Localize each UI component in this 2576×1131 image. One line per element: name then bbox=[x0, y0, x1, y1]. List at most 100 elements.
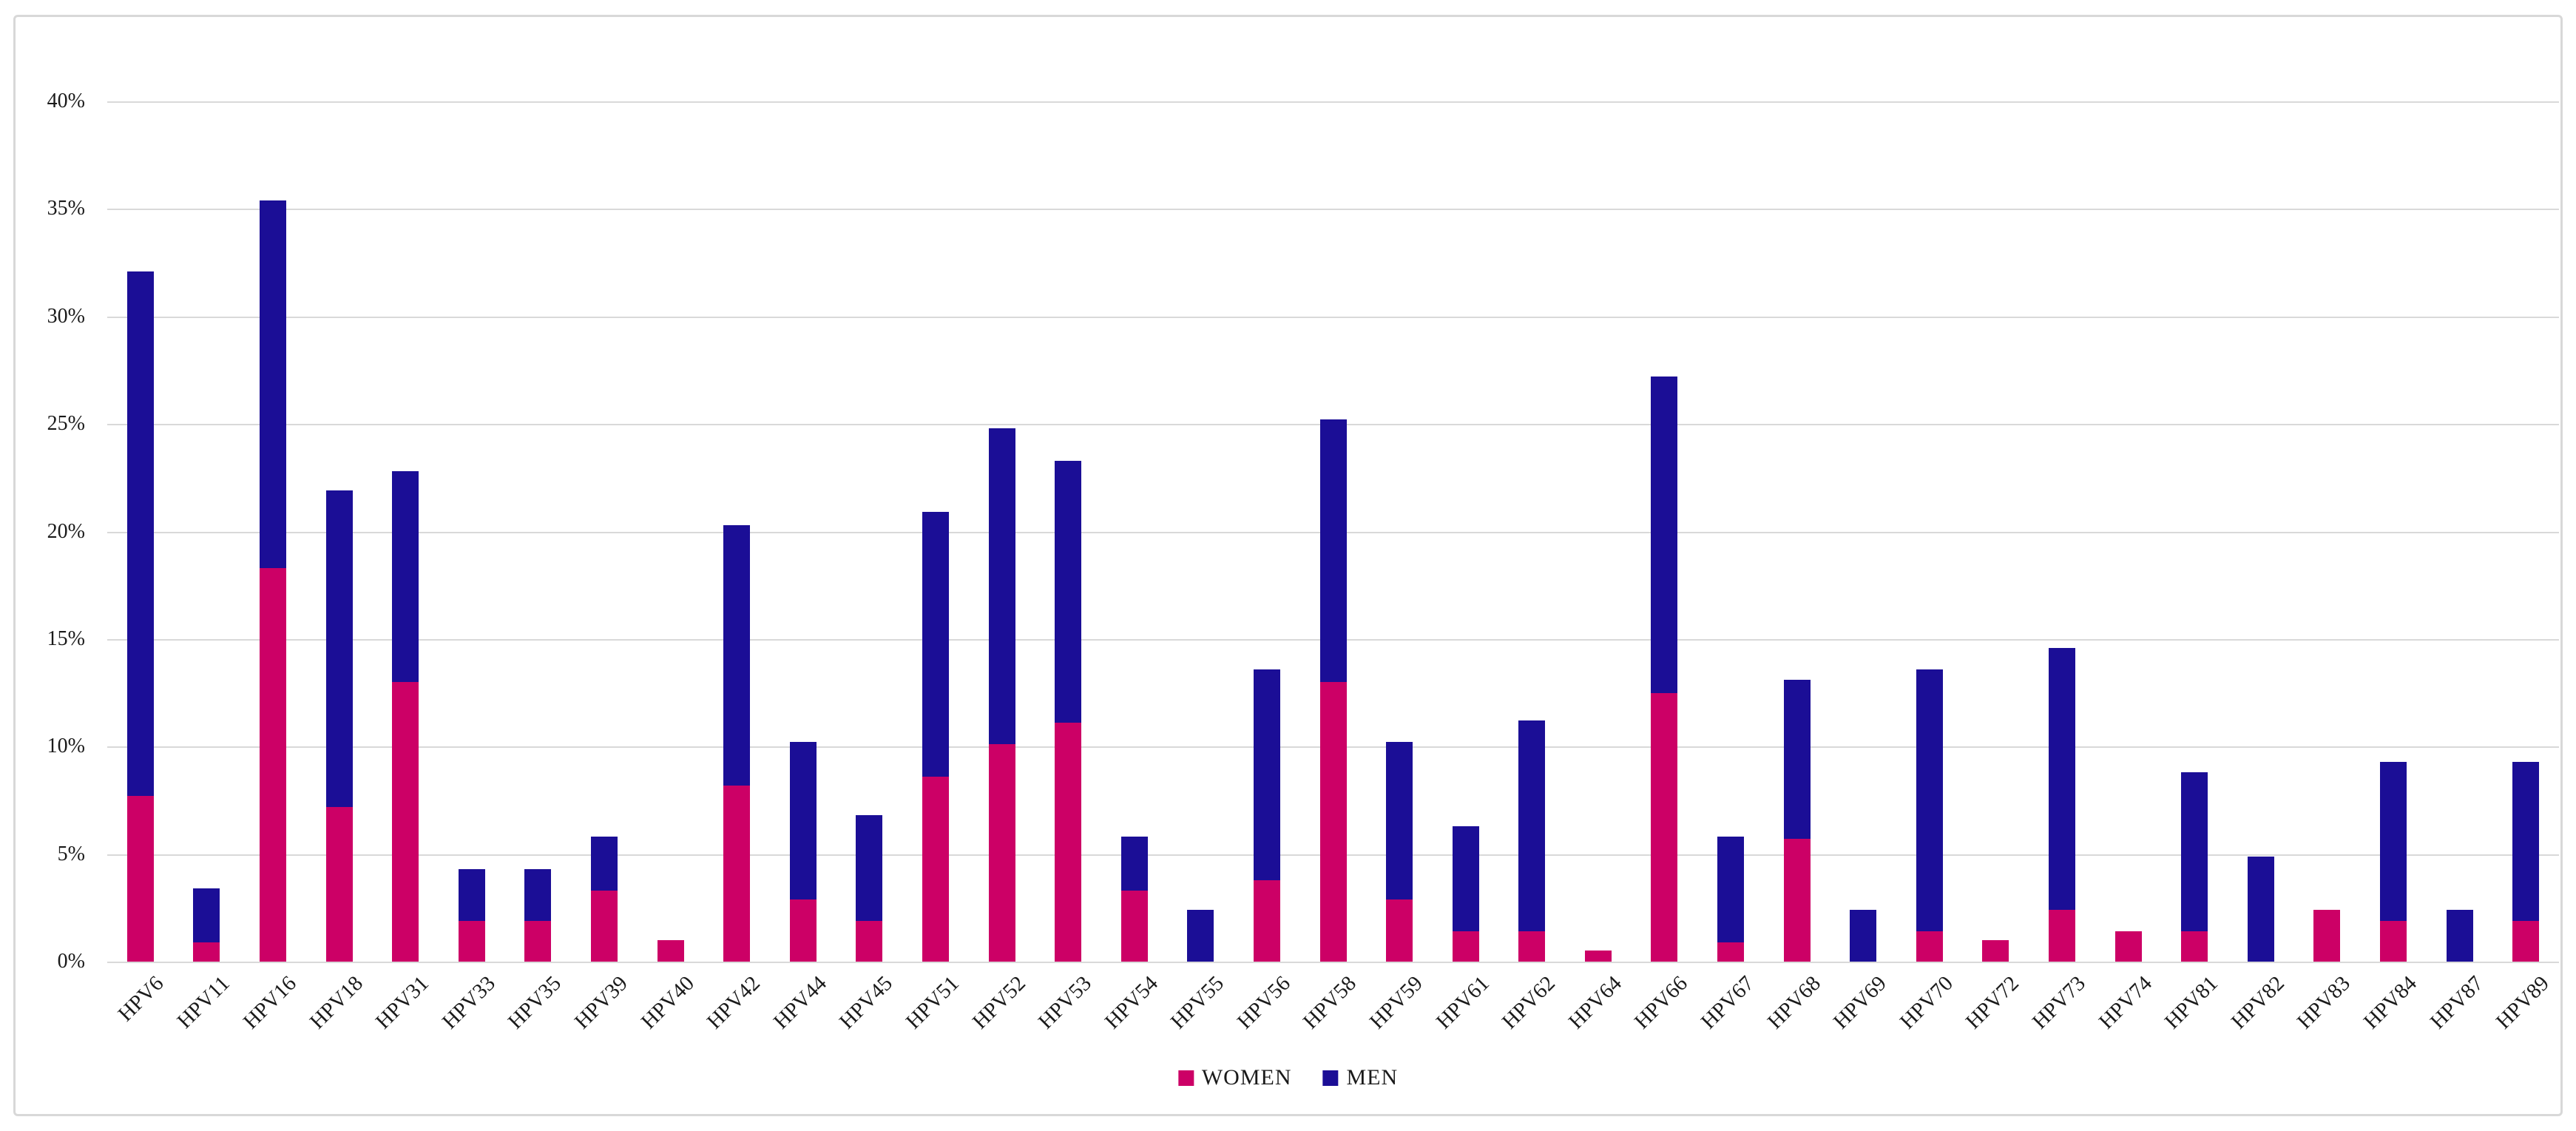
bar-segment-men bbox=[1916, 669, 1943, 932]
bar-group-hpv40 bbox=[657, 101, 684, 962]
legend-label-women: WOMEN bbox=[1201, 1065, 1292, 1090]
bar-segment-women bbox=[1319, 682, 1347, 962]
bar-segment-women bbox=[1055, 723, 1082, 962]
bar-segment-men bbox=[325, 490, 353, 807]
bar-group-hpv89 bbox=[2512, 101, 2540, 962]
bar-group-hpv33 bbox=[458, 101, 485, 962]
bar-segment-women bbox=[524, 920, 552, 962]
bar-group-hpv70 bbox=[1916, 101, 1943, 962]
bar-segment-men bbox=[2181, 772, 2208, 932]
gridline bbox=[107, 316, 2559, 318]
bar-group-hpv87 bbox=[2446, 101, 2473, 962]
bar-group-hpv82 bbox=[2247, 101, 2274, 962]
bar-group-hpv81 bbox=[2181, 101, 2208, 962]
bar-group-hpv11 bbox=[193, 101, 220, 962]
legend-item-women: WOMEN bbox=[1177, 1065, 1292, 1090]
bar-segment-men bbox=[1651, 377, 1678, 693]
bar-segment-women bbox=[126, 796, 154, 962]
y-axis-tick-label: 10% bbox=[47, 735, 85, 758]
bar-group-hpv64 bbox=[1584, 101, 1612, 962]
y-axis-tick-label: 35% bbox=[47, 197, 85, 220]
legend-item-men: MEN bbox=[1322, 1065, 1398, 1090]
bar-group-hpv55 bbox=[1187, 101, 1214, 962]
bar-group-hpv51 bbox=[922, 101, 949, 962]
bar-group-hpv83 bbox=[2313, 101, 2341, 962]
bar-segment-men bbox=[789, 742, 817, 899]
bar-segment-men bbox=[922, 512, 949, 777]
bar-segment-men bbox=[1386, 742, 1413, 899]
bar-segment-women bbox=[458, 920, 485, 962]
bar-group-hpv56 bbox=[1253, 101, 1280, 962]
bar-segment-women bbox=[1452, 931, 1479, 962]
bar-segment-women bbox=[590, 891, 618, 962]
bar-segment-women bbox=[2380, 920, 2407, 962]
y-axis-tick-label: 40% bbox=[47, 90, 85, 112]
gridline bbox=[107, 962, 2559, 963]
bar-segment-men bbox=[988, 428, 1015, 745]
bar-segment-men bbox=[458, 869, 485, 921]
bar-segment-women bbox=[259, 567, 286, 962]
y-axis-tick-label: 30% bbox=[47, 304, 85, 328]
bar-group-hpv6 bbox=[126, 101, 154, 962]
bar-segment-men bbox=[1253, 669, 1280, 880]
bar-segment-women bbox=[1120, 891, 1148, 962]
bar-group-hpv61 bbox=[1452, 101, 1479, 962]
y-axis-tick-label: 20% bbox=[47, 519, 85, 543]
bar-group-hpv69 bbox=[1850, 101, 1877, 962]
bar-segment-women bbox=[1651, 692, 1678, 962]
bar-group-hpv31 bbox=[392, 101, 419, 962]
bar-group-hpv45 bbox=[856, 101, 883, 962]
bar-segment-men bbox=[1187, 910, 1214, 962]
bar-segment-men bbox=[193, 888, 220, 942]
bar-segment-men bbox=[524, 869, 552, 921]
bar-group-hpv74 bbox=[2114, 101, 2142, 962]
bar-segment-men bbox=[259, 200, 286, 568]
bar-group-hpv18 bbox=[325, 101, 353, 962]
bar-group-hpv67 bbox=[1717, 101, 1745, 962]
bar-segment-women bbox=[789, 899, 817, 962]
bar-group-hpv16 bbox=[259, 101, 286, 962]
bar-segment-men bbox=[2049, 647, 2076, 911]
y-axis-tick-label: 0% bbox=[57, 950, 85, 973]
bar-segment-men bbox=[1518, 720, 1546, 932]
legend-swatch-men bbox=[1322, 1070, 1339, 1086]
bar-segment-men bbox=[590, 837, 618, 891]
y-axis-tick-label: 5% bbox=[57, 842, 85, 865]
bar-segment-women bbox=[1982, 939, 2009, 962]
bar-segment-women bbox=[2181, 931, 2208, 962]
legend: WOMEN MEN bbox=[1177, 1065, 1398, 1090]
bar-segment-women bbox=[988, 744, 1015, 962]
bar-group-hpv42 bbox=[723, 101, 751, 962]
bar-group-hpv84 bbox=[2380, 101, 2407, 962]
y-axis-tick-label: 15% bbox=[47, 627, 85, 650]
bar-group-hpv68 bbox=[1783, 101, 1811, 962]
bar-segment-men bbox=[856, 815, 883, 921]
bar-segment-men bbox=[723, 524, 751, 786]
bar-group-hpv44 bbox=[789, 101, 817, 962]
bar-segment-women bbox=[1253, 880, 1280, 962]
bar-segment-men bbox=[2512, 761, 2540, 921]
bar-group-hpv53 bbox=[1055, 101, 1082, 962]
bar-segment-women bbox=[2313, 910, 2341, 962]
bar-segment-men bbox=[2247, 856, 2274, 962]
bar-group-hpv35 bbox=[524, 101, 552, 962]
bar-segment-men bbox=[1850, 910, 1877, 962]
bar-group-hpv39 bbox=[590, 101, 618, 962]
bar-segment-men bbox=[1452, 826, 1479, 932]
bar-segment-men bbox=[2380, 761, 2407, 921]
bar-group-hpv59 bbox=[1386, 101, 1413, 962]
bar-segment-women bbox=[1518, 931, 1546, 962]
legend-swatch-women bbox=[1177, 1070, 1194, 1086]
bar-segment-women bbox=[1386, 899, 1413, 962]
bar-segment-women bbox=[2049, 910, 2076, 962]
bar-segment-men bbox=[2446, 910, 2473, 962]
bar-segment-men bbox=[1783, 680, 1811, 840]
bar-group-hpv73 bbox=[2049, 101, 2076, 962]
bar-segment-women bbox=[1783, 839, 1811, 962]
bar-segment-women bbox=[1584, 951, 1612, 962]
legend-label-men: MEN bbox=[1346, 1065, 1399, 1090]
gridline bbox=[107, 101, 2559, 103]
bar-segment-women bbox=[392, 682, 419, 962]
bar-group-hpv62 bbox=[1518, 101, 1546, 962]
